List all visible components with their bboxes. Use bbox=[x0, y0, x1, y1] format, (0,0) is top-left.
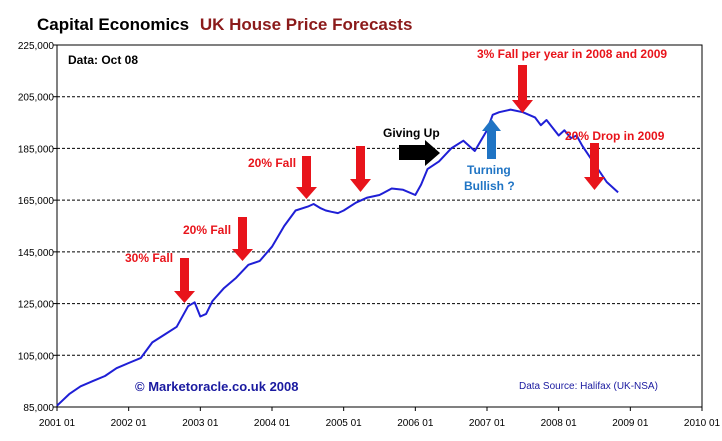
plot-area bbox=[56, 44, 703, 408]
annotation-20-drop-2009: 20% Drop in 2009 bbox=[565, 129, 665, 143]
annotation-3pct-fall: 3% Fall per year in 2008 and 2009 bbox=[477, 47, 667, 61]
arrow-turning-bullish bbox=[482, 119, 501, 159]
arrow-fall-2005 bbox=[350, 146, 371, 192]
series-line bbox=[56, 108, 619, 407]
x-tick-label: 2009 01 bbox=[612, 418, 649, 429]
y-tick-label: 125,000 bbox=[18, 300, 55, 311]
x-tick-label: 2001 01 bbox=[39, 418, 76, 429]
x-tick-label: 2004 01 bbox=[254, 418, 291, 429]
x-tick-label: 2005 01 bbox=[326, 418, 363, 429]
y-tick-label: 145,000 bbox=[18, 248, 55, 259]
svg-text:Capital Economics UK House: Capital Economics UK House Price Forecas… bbox=[37, 15, 412, 34]
watermark-label: © Marketoracle.co.uk 2008 bbox=[135, 379, 299, 394]
chart-title-main: UK House Price Forecasts bbox=[200, 15, 413, 34]
arrow-3pct-fall bbox=[512, 65, 533, 113]
x-tick-label: 2006 01 bbox=[397, 418, 434, 429]
data-source-label: Data Source: Halifax (UK-NSA) bbox=[519, 381, 658, 392]
arrow-20-fall-b bbox=[296, 156, 317, 199]
x-axis: 2001 01 2002 01 2003 01 2004 01 2005 01 2006 … bbox=[39, 407, 721, 429]
annotation-bullish: Bullish ? bbox=[464, 179, 515, 193]
y-tick-label: 85,000 bbox=[23, 403, 54, 414]
x-tick-label: 2008 01 bbox=[541, 418, 578, 429]
y-tick-label: 185,000 bbox=[18, 144, 55, 155]
annotation-30-fall: 30% Fall bbox=[125, 251, 173, 265]
arrow-giving-up bbox=[399, 140, 440, 166]
x-tick-label: 2003 01 bbox=[182, 418, 219, 429]
annotation-20-fall-b: 20% Fall bbox=[248, 156, 296, 170]
grid-lines bbox=[57, 96, 702, 356]
chart-title-prefix: Capital Economics bbox=[37, 15, 189, 34]
y-tick-label: 205,000 bbox=[18, 93, 55, 104]
annotation-turning: Turning bbox=[467, 163, 511, 177]
y-tick-label: 225,000 bbox=[18, 41, 55, 52]
arrow-30-fall bbox=[174, 258, 195, 303]
x-tick-label: 2002 01 bbox=[111, 418, 148, 429]
y-tick-label: 105,000 bbox=[18, 351, 55, 362]
annotation-20-fall-a: 20% Fall bbox=[183, 223, 231, 237]
x-tick-label: 2007 01 bbox=[469, 418, 506, 429]
arrow-20-fall-a bbox=[232, 217, 253, 261]
y-axis: 85,000 105,000 125,000 145,000 165,000 185,00… bbox=[18, 41, 57, 414]
arrow-20-drop-2009 bbox=[584, 143, 605, 190]
y-tick-label: 165,000 bbox=[18, 196, 55, 207]
data-date-label: Data: Oct 08 bbox=[68, 53, 138, 67]
series-lines bbox=[56, 108, 619, 407]
x-tick-label: 2010 01 bbox=[684, 418, 721, 429]
annotation-giving-up: Giving Up bbox=[383, 126, 440, 140]
